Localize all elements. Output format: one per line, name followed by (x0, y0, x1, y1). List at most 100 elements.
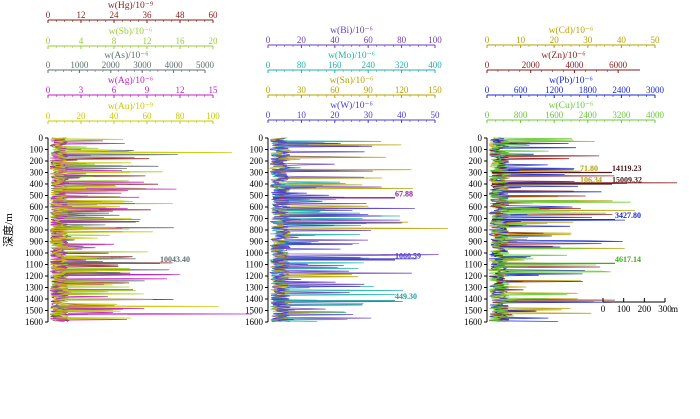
top-axis-2: 0 30 60 90 120 150 w(Sn)/10⁻⁶ (266, 75, 442, 98)
panel-right: 0 10 20 30 40 50w(Cd)/10⁻⁶0 2000 4000 6000w(Zn)/… (464, 25, 678, 327)
axis-title: w(Mo)/10⁻⁶ (328, 50, 375, 61)
axis-title: w(Sn)/10⁻⁶ (330, 75, 374, 86)
depth-tick-label: 200 (250, 156, 264, 166)
axis-tick-label: 2400 (612, 85, 631, 95)
axis-tick-label: 50 (651, 35, 661, 45)
peak-label: 14119.23 (612, 164, 642, 173)
depth-tick-label: 700 (469, 214, 483, 224)
depth-tick-label: 900 (30, 237, 44, 247)
axis-tick-label: 48 (176, 10, 186, 20)
peak-annotation: 3427.80 (492, 211, 641, 221)
axis-tick-label: 160 (328, 60, 342, 70)
scale-bar: 0 100 200 300 m (601, 298, 678, 314)
depth-tick-label: 1300 (464, 283, 483, 293)
axis-tick-label: 20 (550, 35, 560, 45)
axis-tick-label: 30 (364, 110, 374, 120)
axis-tick-label: 2000 (522, 60, 541, 70)
depth-tick-label: 1400 (464, 294, 483, 304)
data-trace (269, 137, 404, 322)
scale-bar-unit: m (671, 304, 678, 314)
axis-tick-label: 60 (209, 10, 219, 20)
axis-tick-label: 40 (330, 35, 340, 45)
peak-label: 10043.40 (160, 255, 190, 264)
peak-label: 1060.59 (395, 251, 421, 260)
peak-annotation: 1060.59 (273, 251, 421, 261)
axis-title: w(W)/10⁻⁶ (330, 100, 373, 111)
depth-tick-label: 1000 (245, 248, 264, 258)
depth-tick-label: 100 (250, 145, 264, 155)
depth-tick-label: 1200 (245, 271, 264, 281)
axis-tick-label: 0 (485, 60, 490, 70)
depth-tick-label: 300 (469, 168, 483, 178)
depth-tick-label: 200 (30, 156, 44, 166)
peak-annotation: 449.30 (273, 292, 417, 302)
axis-tick-label: 3000 (133, 60, 152, 70)
data-trace (48, 137, 232, 322)
depth-tick-label: 1500 (245, 306, 264, 316)
axis-tick-label: 5000 (196, 60, 215, 70)
axis-tick-label: 4000 (646, 110, 665, 120)
depth-tick-label: 100 (30, 145, 44, 155)
axis-tick-label: 0 (46, 60, 51, 70)
axis-tick-label: 0 (266, 85, 271, 95)
axis-tick-label: 40 (617, 35, 627, 45)
axis-tick-label: 1600 (545, 110, 564, 120)
axis-tick-label: 24 (110, 10, 120, 20)
peak-label: 449.30 (395, 292, 417, 301)
axis-title: w(Au)/10⁻⁹ (108, 101, 154, 112)
axis-title: w(Hg)/10⁻⁹ (108, 0, 154, 11)
axis-tick-label: 60 (143, 111, 153, 121)
axis-tick-label: 15 (209, 85, 219, 95)
axis-tick-label: 100 (206, 111, 220, 121)
top-axis-2: 0 600 1200 1800 2400 3000 w(Pb)/10⁻⁶ (485, 75, 665, 98)
axis-title: w(Cu)/10⁻⁶ (549, 100, 594, 111)
top-axis-4: 0 20 40 60 80 100 w(Au)/10⁻⁹ (46, 101, 220, 124)
peak-label: 3427.80 (615, 211, 641, 220)
axis-tick-label: 600 (514, 85, 528, 95)
axis-tick-label: 0 (266, 110, 271, 120)
depth-tick-label: 1300 (25, 283, 44, 293)
axis-tick-label: 36 (143, 10, 153, 20)
depth-tick-label: 0 (39, 133, 44, 143)
scale-bar-label: 100 (617, 304, 631, 314)
peak-label: 15009.32 (612, 176, 642, 185)
axis-tick-label: 0 (485, 85, 490, 95)
top-axis-0: 0 12 24 36 48 60 w(Hg)/10⁻⁹ (46, 0, 218, 23)
axis-tick-label: 80 (297, 60, 307, 70)
top-axis-3: 0 10 20 30 40 50 w(W)/10⁻⁶ (266, 100, 440, 123)
depth-tick-label: 700 (30, 214, 44, 224)
axis-tick-label: 6000 (609, 60, 628, 70)
axis-tick-label: 12 (176, 85, 185, 95)
axis-tick-label: 20 (209, 36, 219, 46)
axis-tick-label: 1200 (545, 85, 564, 95)
depth-tick-label: 1600 (25, 317, 44, 327)
depth-tick-label: 900 (250, 237, 264, 247)
trace-group (487, 137, 678, 322)
depth-tick-label: 1200 (464, 271, 483, 281)
axis-tick-label: 80 (397, 35, 407, 45)
axis-tick-label: 2000 (102, 60, 121, 70)
peak-annotation: 14119.23 (492, 164, 642, 174)
data-trace (488, 137, 631, 322)
axis-tick-label: 320 (395, 60, 409, 70)
axis-title: w(Pb)/10⁻⁶ (549, 75, 593, 86)
axis-tick-label: 400 (428, 60, 442, 70)
depth-tick-label: 800 (250, 225, 264, 235)
axis-tick-label: 20 (77, 111, 87, 121)
axis-tick-label: 6 (112, 85, 117, 95)
axis-tick-label: 1800 (579, 85, 598, 95)
trace-group (48, 137, 252, 322)
peak-annotation: 10043.40 (53, 255, 190, 265)
axis-tick-label: 0 (485, 110, 490, 120)
depth-tick-label: 0 (478, 133, 483, 143)
axis-tick-label: 80 (176, 111, 186, 121)
axis-tick-label: 800 (514, 110, 528, 120)
axis-tick-label: 20 (330, 110, 340, 120)
peak-label: 71.80 (580, 164, 598, 173)
panel-left: 0 12 24 36 48 60w(Hg)/10⁻⁹0 4 8 12 16 20w(Sb)/10⁻⁶… (1, 0, 252, 327)
depth-tick-label: 400 (30, 179, 44, 189)
axis-title: w(Cd)/10⁻⁶ (549, 25, 594, 36)
